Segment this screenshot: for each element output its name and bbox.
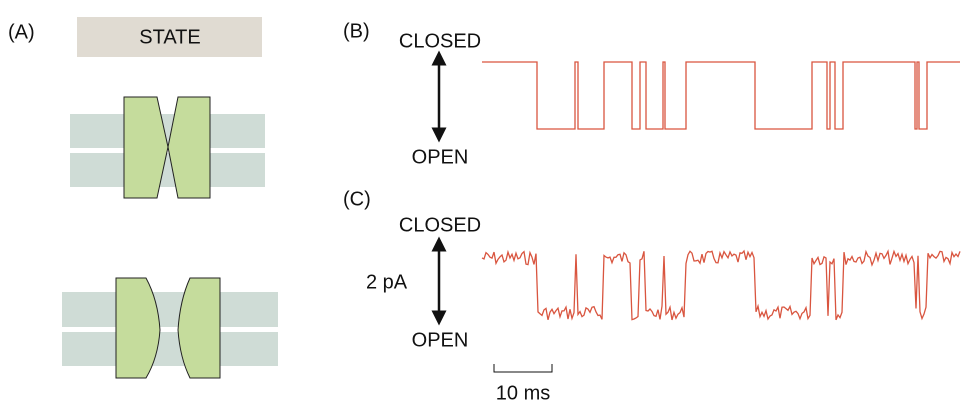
panel-label: (C): [343, 188, 371, 210]
closed-label: CLOSED: [399, 214, 481, 236]
state-box: [77, 17, 262, 57]
time-scale-label: 10 ms: [496, 382, 550, 404]
open-channel: [62, 277, 278, 379]
state-header: STATE: [139, 26, 200, 48]
panel-label: (B): [343, 20, 370, 42]
closed-label: CLOSED: [399, 30, 481, 52]
ideal-trace: [482, 61, 960, 130]
amplitude-label: 2 pA: [366, 271, 408, 293]
scale-bar: [493, 364, 553, 373]
open-label: OPEN: [412, 329, 469, 351]
panel-label: (A): [8, 21, 35, 43]
closed-channel: [70, 96, 265, 199]
open-label: OPEN: [412, 146, 469, 168]
recorded-trace: [481, 249, 961, 321]
